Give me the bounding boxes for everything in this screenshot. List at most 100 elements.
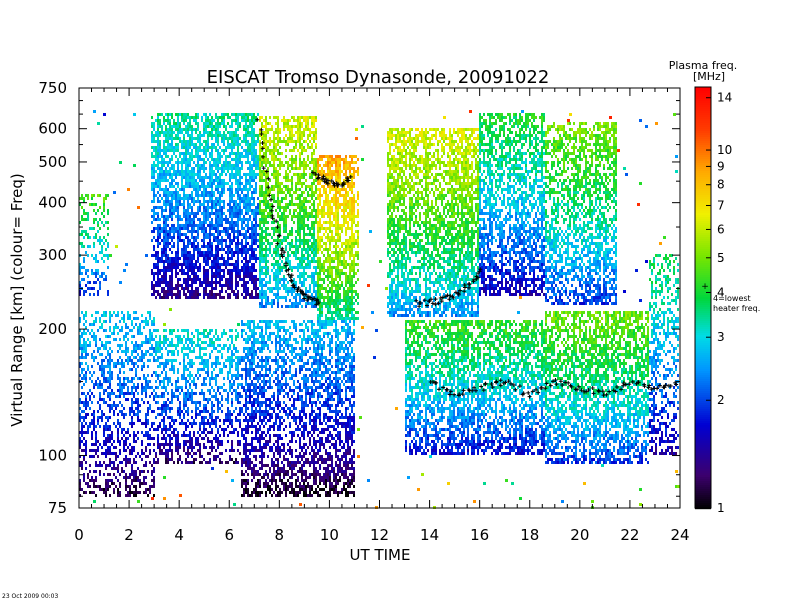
echo-cell (87, 197, 89, 200)
echo-cell (105, 254, 107, 257)
echo-cell (211, 287, 213, 290)
echo-cell (215, 395, 217, 398)
echo-cell (223, 365, 225, 368)
echo-cell (253, 158, 255, 161)
echo-cell (137, 392, 139, 395)
echo-cell (219, 278, 221, 281)
noise-cell (127, 188, 130, 191)
echo-cell (247, 482, 249, 485)
echo-cell (181, 434, 183, 437)
echo-cell (199, 362, 201, 365)
echo-cell (245, 176, 247, 179)
echo-cell (187, 224, 189, 227)
echo-cell (197, 146, 199, 149)
echo-cell (229, 185, 231, 188)
echo-cell (261, 278, 263, 281)
echo-cell (255, 341, 257, 344)
echo-cell (169, 146, 171, 149)
echo-cell (103, 443, 105, 446)
echo-cell (121, 344, 123, 347)
echo-cell (107, 479, 109, 482)
echo-cell (259, 269, 261, 272)
echo-cell (99, 365, 101, 368)
echo-cell (221, 248, 223, 251)
echo-cell (223, 134, 225, 137)
echo-cell (187, 440, 189, 443)
echo-cell (253, 176, 255, 179)
echo-cell (211, 173, 213, 176)
echo-cell (159, 134, 161, 137)
echo-cell (123, 377, 125, 380)
echo-cell (181, 263, 183, 266)
echo-cell (159, 449, 161, 452)
echo-cell (237, 365, 239, 368)
echo-cell (81, 440, 83, 443)
echo-cell (247, 260, 249, 263)
echo-cell (107, 371, 109, 374)
echo-cell (195, 392, 197, 395)
echo-cell (129, 359, 131, 362)
echo-cell (217, 263, 219, 266)
echo-cell (207, 158, 209, 161)
echo-cell (211, 206, 213, 209)
echo-cell (229, 236, 231, 239)
echo-cell (171, 173, 173, 176)
echo-cell (83, 344, 85, 347)
echo-cell (199, 164, 201, 167)
echo-cell (85, 284, 87, 287)
echo-cell (215, 122, 217, 125)
echo-cell (223, 206, 225, 209)
echo-cell (157, 284, 159, 287)
echo-cell (219, 194, 221, 197)
echo-cell (93, 323, 95, 326)
echo-cell (251, 146, 253, 149)
echo-cell (187, 218, 189, 221)
echo-cell (135, 317, 137, 320)
echo-cell (189, 215, 191, 218)
echo-cell (167, 116, 169, 119)
echo-cell (91, 491, 93, 494)
echo-cell (261, 365, 263, 368)
echo-cell (141, 449, 143, 452)
echo-cell (163, 131, 165, 134)
echo-cell (227, 374, 229, 377)
echo-cell (229, 152, 231, 155)
echo-cell (253, 248, 255, 251)
echo-cell (79, 320, 81, 323)
echo-cell (237, 248, 239, 251)
echo-cell (247, 359, 249, 362)
echo-cell (167, 293, 169, 296)
echo-cell (253, 392, 255, 395)
echo-cell (193, 239, 195, 242)
echo-cell (185, 131, 187, 134)
echo-cell (193, 347, 195, 350)
echo-cell (185, 221, 187, 224)
echo-cell (149, 449, 151, 452)
echo-cell (165, 338, 167, 341)
echo-cell (227, 284, 229, 287)
echo-cell (237, 206, 239, 209)
echo-cell (211, 278, 213, 281)
echo-cell (83, 419, 85, 422)
echo-cell (227, 116, 229, 119)
echo-cell (87, 401, 89, 404)
echo-cell (203, 209, 205, 212)
echo-cell (235, 116, 237, 119)
echo-cell (137, 386, 139, 389)
echo-cell (261, 335, 263, 338)
echo-cell (251, 395, 253, 398)
echo-cell (201, 251, 203, 254)
echo-cell (203, 227, 205, 230)
echo-cell (173, 227, 175, 230)
echo-cell (79, 272, 81, 275)
echo-cell (173, 422, 175, 425)
echo-cell (231, 164, 233, 167)
echo-cell (219, 392, 221, 395)
echo-cell (253, 239, 255, 242)
echo-cell (167, 428, 169, 431)
echo-cell (249, 401, 251, 404)
echo-cell (211, 233, 213, 236)
echo-cell (223, 428, 225, 431)
echo-cell (211, 272, 213, 275)
echo-cell (133, 362, 135, 365)
